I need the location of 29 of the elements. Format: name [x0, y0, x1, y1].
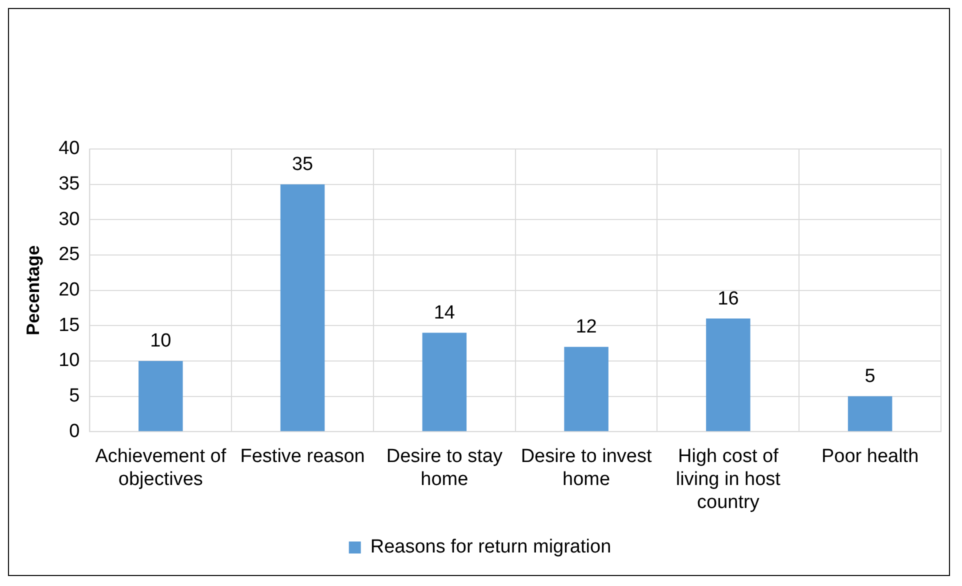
x-tick-label: Achievement of objectives: [95, 446, 227, 490]
y-tick-label: 25: [58, 244, 80, 266]
bar: [706, 318, 750, 432]
y-tick-label: 40: [58, 138, 80, 160]
data-label: 5: [864, 366, 876, 388]
data-label: 16: [718, 288, 739, 310]
bar: [422, 332, 467, 432]
y-tick-label: 5: [69, 386, 80, 407]
x-tick-label: High cost of living in host country: [676, 446, 782, 513]
y-tick-label: 0: [69, 420, 80, 442]
bar: [564, 346, 608, 432]
data-label: 35: [292, 154, 314, 176]
data-label: 10: [150, 330, 172, 352]
x-tick-label: Desire to invest home: [520, 446, 652, 490]
bar: [848, 396, 892, 432]
data-label: 12: [576, 316, 597, 338]
data-label: 14: [434, 302, 456, 324]
x-tick-label: Poor health: [821, 446, 919, 468]
y-tick-label: 15: [58, 314, 80, 336]
bar: [280, 184, 325, 432]
x-tick-label: Desire to stay home: [386, 446, 503, 490]
y-axis-title: Pecentage: [22, 245, 43, 336]
legend-label: Reasons for return migration: [370, 536, 612, 558]
y-tick-label: 20: [58, 280, 80, 301]
y-tick-label: 30: [58, 208, 80, 230]
bar: [138, 360, 183, 432]
y-tick-label: 10: [58, 350, 80, 372]
y-tick-label: 35: [58, 174, 80, 195]
x-tick-label: Festive reason: [240, 446, 365, 468]
